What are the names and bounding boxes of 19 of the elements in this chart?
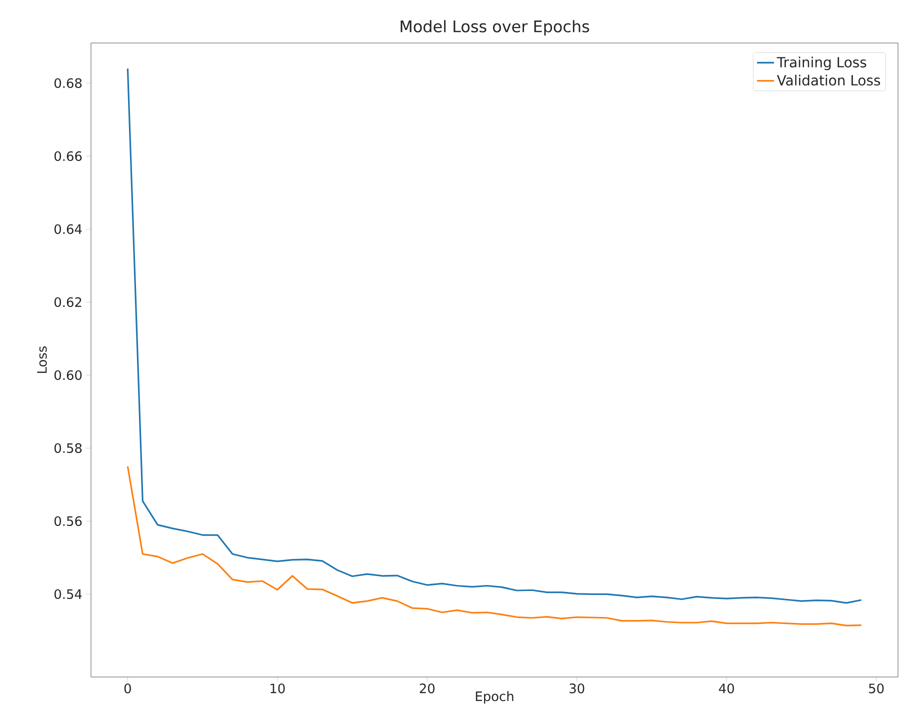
x-axis-title: Epoch: [476, 691, 514, 704]
y-tick-label: 0.54: [54, 589, 82, 600]
y-axis-title: Loss: [37, 346, 47, 373]
y-tick-label: 0.64: [54, 224, 82, 234]
y-tick-label: 0.60: [54, 370, 82, 380]
y-tick-label: 0.58: [54, 443, 82, 454]
legend-label: Training Loss: [776, 56, 866, 70]
y-tick-label: 0.66: [54, 151, 82, 162]
y-tick-label: 0.56: [54, 516, 82, 526]
x-tick-label: 30: [570, 684, 584, 694]
y-tick-label: 0.62: [54, 297, 82, 308]
x-tick-label: 10: [270, 684, 285, 694]
legend-label: Validation Loss: [776, 74, 880, 86]
chart-title: Model Loss over Epochs: [400, 20, 590, 36]
y-tick-label: 0.68: [54, 78, 82, 88]
x-tick-label: 50: [869, 684, 884, 694]
x-tick-label: 0: [124, 684, 131, 694]
x-tick-label: 40: [718, 684, 734, 694]
x-tick-label: 20: [420, 684, 435, 694]
